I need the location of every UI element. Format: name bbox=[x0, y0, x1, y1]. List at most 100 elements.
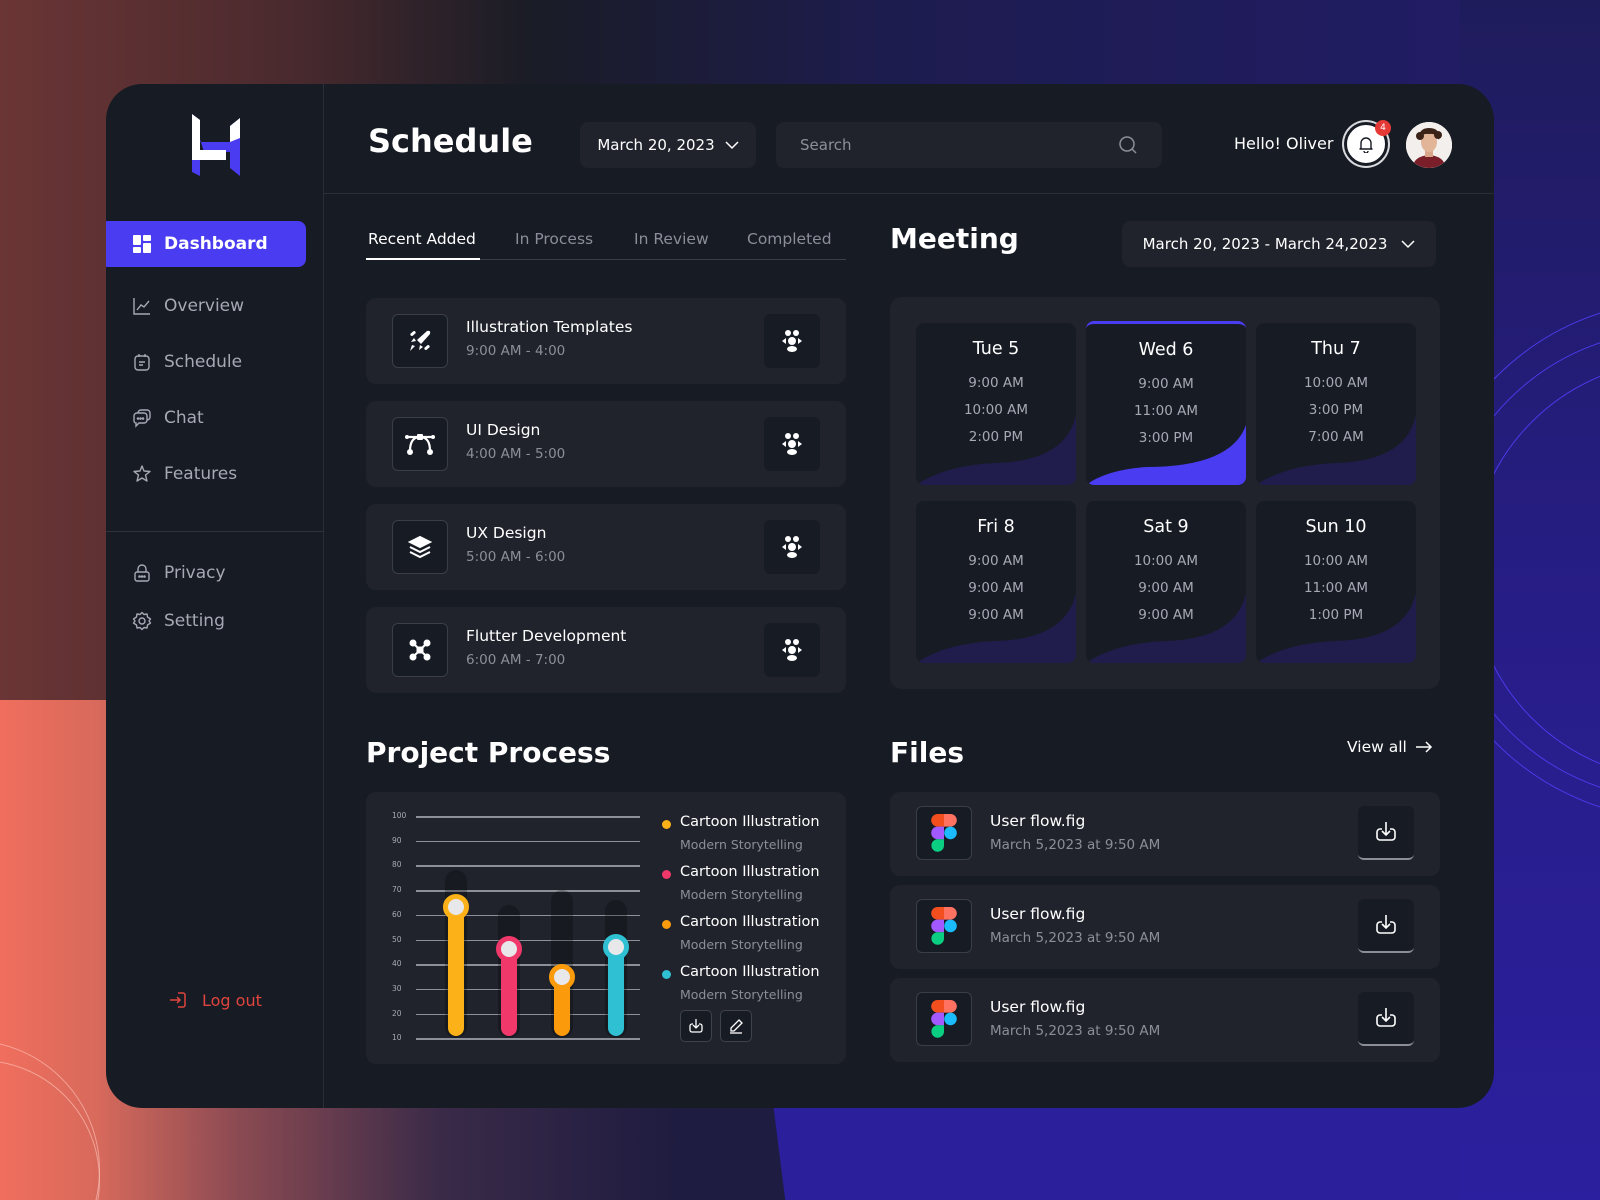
task-time: 4:00 AM - 5:00 bbox=[466, 446, 566, 462]
day-time: 7:00 AM bbox=[1308, 429, 1364, 445]
day-card-thu-7[interactable]: Thu 7 10:00 AM 3:00 PM 7:00 AM bbox=[1256, 323, 1416, 485]
greeting: Hello! Oliver bbox=[1234, 134, 1334, 153]
meeting-range-dropdown[interactable]: March 20, 2023 - March 24,2023 bbox=[1122, 221, 1436, 267]
bar[interactable] bbox=[554, 976, 570, 1037]
day-time: 9:00 AM bbox=[1138, 607, 1194, 623]
notifications-button[interactable]: 4 bbox=[1344, 120, 1391, 166]
calendar-icon bbox=[134, 354, 150, 371]
sidebar-item-label: Setting bbox=[164, 611, 225, 631]
team-button[interactable] bbox=[764, 623, 820, 677]
day-time: 9:00 AM bbox=[968, 607, 1024, 623]
day-time: 2:00 PM bbox=[968, 429, 1024, 445]
chevron-down-icon bbox=[725, 141, 739, 150]
legend-title: Cartoon Illustration bbox=[680, 864, 820, 880]
legend-dot bbox=[662, 920, 671, 929]
wave-decor bbox=[916, 415, 1076, 485]
sidebar-item-overview[interactable]: Overview bbox=[132, 296, 244, 316]
file-row[interactable]: User flow.fig March 5,2023 at 9:50 AM bbox=[890, 885, 1440, 969]
file-icon-box bbox=[916, 806, 972, 860]
sidebar-item-dashboard[interactable]: Dashboard bbox=[106, 221, 306, 267]
task-title: UX Design bbox=[466, 524, 547, 542]
chart-edit-button[interactable] bbox=[720, 1010, 752, 1042]
day-time: 3:00 PM bbox=[1308, 402, 1364, 418]
day-name: Thu 7 bbox=[1311, 339, 1361, 359]
bar[interactable] bbox=[608, 946, 624, 1037]
logout-button[interactable]: Log out bbox=[168, 990, 262, 1010]
bar[interactable] bbox=[501, 949, 517, 1037]
view-all-link[interactable]: View all bbox=[1347, 738, 1433, 756]
team-button[interactable] bbox=[764, 417, 820, 471]
bar-knob[interactable] bbox=[443, 894, 469, 921]
search-input[interactable] bbox=[800, 136, 1100, 154]
date-dropdown[interactable]: March 20, 2023 bbox=[580, 122, 756, 168]
sidebar-item-features[interactable]: Features bbox=[132, 464, 237, 484]
sidebar-item-privacy[interactable]: Privacy bbox=[132, 563, 226, 583]
day-card-sun-10[interactable]: Sun 10 10:00 AM 11:00 AM 1:00 PM bbox=[1256, 501, 1416, 663]
day-time: 9:00 AM bbox=[968, 553, 1024, 569]
day-time: 9:00 AM bbox=[968, 375, 1024, 391]
figma-icon bbox=[931, 814, 957, 852]
legend-title: Cartoon Illustration bbox=[680, 964, 820, 980]
gridline bbox=[416, 890, 640, 892]
task-card[interactable]: UI Design 4:00 AM - 5:00 bbox=[366, 401, 846, 487]
sidebar-item-label: Dashboard bbox=[164, 234, 268, 254]
tab-completed[interactable]: Completed bbox=[747, 230, 832, 248]
file-name: User flow.fig bbox=[990, 812, 1086, 830]
avatar[interactable] bbox=[1406, 122, 1452, 168]
bezier-pen-icon bbox=[405, 434, 435, 455]
legend-subtitle: Modern Storytelling bbox=[680, 887, 803, 902]
team-button[interactable] bbox=[764, 520, 820, 574]
file-icon-box bbox=[916, 899, 972, 953]
day-name: Tue 5 bbox=[972, 339, 1020, 359]
file-download-button[interactable] bbox=[1358, 806, 1414, 860]
task-card[interactable]: UX Design 5:00 AM - 6:00 bbox=[366, 504, 846, 590]
day-card-wed-6[interactable]: Wed 6 9:00 AM 11:00 AM 3:00 PM bbox=[1086, 321, 1246, 485]
meeting-title: Meeting bbox=[890, 222, 1019, 255]
wave-decor bbox=[1256, 415, 1416, 485]
bar-knob[interactable] bbox=[603, 933, 629, 960]
wave-decor bbox=[1086, 593, 1246, 663]
chat-icon bbox=[133, 409, 151, 428]
file-download-button[interactable] bbox=[1358, 899, 1414, 953]
search-bar bbox=[776, 122, 1162, 168]
active-tab-indicator bbox=[366, 258, 480, 260]
main-content: Schedule March 20, 2023 Hello! Oliver 4 bbox=[324, 84, 1494, 1108]
file-download-button[interactable] bbox=[1358, 992, 1414, 1046]
task-card[interactable]: Flutter Development 6:00 AM - 7:00 bbox=[366, 607, 846, 693]
day-time: 10:00 AM bbox=[1303, 553, 1369, 569]
edit-pencil-icon bbox=[730, 1019, 743, 1034]
bar[interactable] bbox=[448, 907, 464, 1037]
sidebar-item-setting[interactable]: Setting bbox=[132, 611, 225, 631]
task-title: UI Design bbox=[466, 421, 541, 439]
file-row[interactable]: User flow.fig March 5,2023 at 9:50 AM bbox=[890, 792, 1440, 876]
sidebar-item-schedule[interactable]: Schedule bbox=[132, 352, 242, 372]
bell-icon bbox=[1359, 137, 1373, 153]
search-icon[interactable] bbox=[1118, 135, 1138, 155]
day-card-tue-5[interactable]: Tue 5 9:00 AM 10:00 AM 2:00 PM bbox=[916, 323, 1076, 485]
y-tick-label: 90 bbox=[392, 835, 402, 845]
wave-decor bbox=[1086, 425, 1246, 485]
sidebar-divider bbox=[106, 531, 324, 532]
tab-in-review[interactable]: In Review bbox=[634, 230, 709, 248]
gridline bbox=[416, 816, 640, 818]
file-row[interactable]: User flow.fig March 5,2023 at 9:50 AM bbox=[890, 978, 1440, 1062]
day-time: 1:00 PM bbox=[1308, 607, 1364, 623]
tab-recent-added[interactable]: Recent Added bbox=[368, 230, 476, 248]
bar-knob[interactable] bbox=[549, 963, 575, 990]
y-tick-label: 30 bbox=[392, 983, 402, 993]
gridline bbox=[416, 939, 640, 941]
bar-knob[interactable] bbox=[496, 936, 522, 963]
chart-download-button[interactable] bbox=[680, 1010, 712, 1042]
day-card-fri-8[interactable]: Fri 8 9:00 AM 9:00 AM 9:00 AM bbox=[916, 501, 1076, 663]
sidebar-item-chat[interactable]: Chat bbox=[132, 408, 204, 428]
tab-in-process[interactable]: In Process bbox=[515, 230, 594, 248]
team-button[interactable] bbox=[764, 314, 820, 368]
figma-icon bbox=[931, 1000, 957, 1038]
gridline bbox=[416, 988, 640, 991]
logout-label: Log out bbox=[202, 990, 262, 1010]
task-card[interactable]: Illustration Templates 9:00 AM - 4:00 bbox=[366, 298, 846, 384]
day-card-sat-9[interactable]: Sat 9 10:00 AM 9:00 AM 9:00 AM bbox=[1086, 501, 1246, 663]
day-name: Sat 9 bbox=[1143, 517, 1189, 537]
file-icon-box bbox=[916, 992, 972, 1046]
sidebar-item-label: Features bbox=[164, 464, 238, 484]
